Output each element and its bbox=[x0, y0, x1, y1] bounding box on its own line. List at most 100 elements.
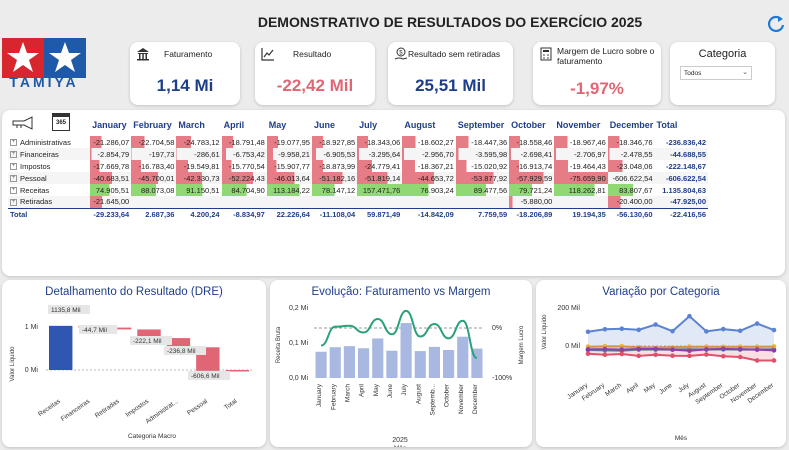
revenue-bar bbox=[358, 348, 370, 378]
y2-tick: -100% bbox=[492, 375, 512, 382]
column-header[interactable]: June bbox=[313, 120, 335, 130]
waterfall-bar bbox=[107, 327, 132, 330]
series-line bbox=[587, 314, 775, 333]
table-cell: -16.913,74 bbox=[509, 160, 555, 172]
table-cell: -18.346,76 bbox=[607, 136, 655, 148]
expand-icon[interactable]: + bbox=[10, 187, 17, 195]
series-point bbox=[704, 352, 709, 357]
revenue-bar bbox=[386, 350, 398, 378]
chart-title: Detalhamento do Resultado (DRE) bbox=[45, 286, 223, 298]
table-cell: -18.927,85 bbox=[311, 136, 358, 148]
series-point bbox=[704, 347, 709, 352]
column-header[interactable]: May bbox=[268, 120, 287, 130]
total-cell: 4.200,24 bbox=[176, 207, 222, 220]
x-tick: Financeiras bbox=[60, 397, 92, 422]
table-cell: -606.622,54 bbox=[612, 173, 653, 183]
row-label[interactable]: + Financeiras bbox=[8, 148, 90, 160]
column-header[interactable]: November bbox=[556, 120, 601, 130]
chart-title: Evolução: Faturamento vs Margem bbox=[311, 286, 491, 298]
kpi-value: 25,51 Mil bbox=[415, 76, 486, 95]
y-tick: 200 Mil bbox=[557, 305, 580, 312]
revenue-bar bbox=[428, 346, 440, 378]
table-cell: -24.783,12 bbox=[176, 136, 222, 148]
expand-icon[interactable]: + bbox=[10, 175, 17, 183]
series-point bbox=[585, 351, 591, 357]
table-cell bbox=[357, 196, 402, 208]
series-point bbox=[602, 326, 608, 332]
column-header[interactable]: August bbox=[404, 120, 436, 130]
refresh-icon[interactable] bbox=[766, 14, 786, 34]
x-tick: June bbox=[658, 382, 674, 396]
row-label-text: Receitas bbox=[20, 185, 50, 195]
y-axis-label: Receita Bruta bbox=[276, 326, 282, 363]
kpi-label: Resultado sem retiradas bbox=[408, 49, 501, 59]
column-header[interactable]: Total bbox=[656, 120, 678, 130]
revenue-bar bbox=[443, 350, 455, 378]
table-cell: 83.807,67 bbox=[607, 184, 655, 196]
total-cell: -8.834,97 bbox=[221, 207, 267, 220]
series-line bbox=[587, 345, 775, 349]
table-cell: -2.854,79 bbox=[90, 148, 132, 160]
data-label-text: -236,8 Mil bbox=[167, 348, 196, 355]
row-label-text: Pessoal bbox=[20, 173, 47, 183]
column-header[interactable]: December bbox=[609, 120, 654, 130]
table-cell bbox=[222, 196, 267, 208]
data-label: 1135,8 Mil bbox=[48, 305, 90, 314]
table-row: + Retiradas -21.645,00 -5.880,00 -20.400,00-… bbox=[8, 196, 708, 208]
row-label-text: Retiradas bbox=[20, 197, 53, 207]
table-cell: -24.779,41 bbox=[357, 160, 403, 172]
dre-matrix: 365 January February March April May June July… bbox=[2, 110, 785, 276]
row-label[interactable]: + Receitas bbox=[8, 184, 90, 196]
combo-chart: Receita Bruta Margem Lucro 0,2 Mi 0,1 Mi 0,0… bbox=[276, 305, 525, 447]
column-header[interactable]: July bbox=[359, 120, 378, 130]
expand-icon[interactable]: + bbox=[10, 151, 17, 159]
expand-icon[interactable]: + bbox=[10, 163, 17, 171]
series-point bbox=[602, 346, 608, 352]
expand-icon[interactable]: + bbox=[10, 139, 17, 147]
money-hand-icon: $ bbox=[394, 47, 408, 60]
dropdown-value: Todos bbox=[684, 70, 702, 77]
row-label[interactable]: + Pessoal bbox=[8, 172, 90, 184]
row-label[interactable]: + Administrativas bbox=[8, 136, 90, 148]
x-tick: February bbox=[330, 383, 337, 410]
table-cell: 78.147,12 bbox=[311, 184, 358, 196]
x-tick: Retiradas bbox=[94, 397, 121, 419]
x-tick: May bbox=[373, 383, 380, 396]
column-header[interactable]: January bbox=[92, 120, 127, 130]
row-label[interactable]: + Impostos bbox=[8, 160, 90, 172]
page-title: DEMONSTRATIVO DE RESULTADOS DO EXERCÍCIO… bbox=[257, 14, 643, 30]
series-point bbox=[771, 348, 777, 353]
table-cell bbox=[131, 196, 176, 208]
revenue-bar bbox=[414, 351, 426, 378]
revenue-bar bbox=[315, 351, 327, 378]
table-cell: -9.958,21 bbox=[266, 148, 312, 160]
data-label-text: -606,6 Mil bbox=[191, 373, 220, 380]
column-header[interactable]: October bbox=[511, 120, 546, 130]
category-dropdown[interactable]: Todos ⌄ bbox=[680, 66, 752, 80]
row-label[interactable]: + Retiradas bbox=[8, 196, 90, 208]
expand-icon[interactable]: + bbox=[10, 198, 17, 206]
total-cell: 2.687,36 bbox=[131, 207, 177, 220]
column-header[interactable]: March bbox=[178, 120, 205, 130]
table-cell: -236.836,42 bbox=[665, 137, 706, 147]
kpi-label: Margem de Lucro sobre o faturamento bbox=[557, 46, 655, 66]
series-line bbox=[587, 347, 775, 352]
series-point bbox=[687, 353, 692, 359]
revenue-bar bbox=[372, 338, 384, 378]
table-cell: -51.819,14 bbox=[357, 172, 403, 184]
tamiya-logo bbox=[2, 38, 86, 78]
kpi-card-resultado: Resultado -22,42 Mil bbox=[255, 42, 375, 105]
series-point bbox=[670, 353, 675, 358]
column-header[interactable]: April bbox=[223, 120, 245, 130]
table-cell: 157.471,76 bbox=[357, 184, 403, 196]
column-header[interactable]: February bbox=[133, 120, 172, 130]
x-tick: August bbox=[415, 384, 422, 404]
x-tick: Impostos bbox=[125, 397, 151, 418]
data-label-bg bbox=[79, 325, 118, 334]
column-header[interactable]: September bbox=[457, 120, 505, 130]
table-cell: -2.478,55 bbox=[607, 148, 655, 160]
series-area bbox=[588, 346, 774, 361]
waterfall-bar bbox=[137, 329, 161, 339]
table-cell: -18.447,36 bbox=[455, 136, 510, 148]
